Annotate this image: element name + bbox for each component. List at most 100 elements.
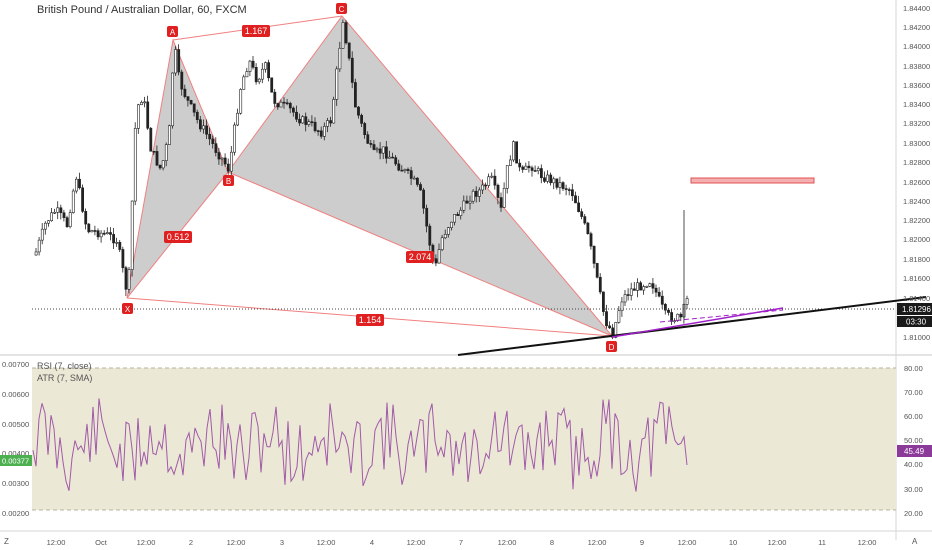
point-d-tag[interactable]: D: [606, 341, 617, 352]
candle-body: [146, 101, 150, 129]
ratio-tag-xa-b[interactable]: 0.512: [164, 231, 192, 243]
candle-body: [502, 187, 506, 208]
candle-body: [81, 187, 85, 212]
price-tick-label: 1.81600: [903, 274, 930, 283]
point-b-tag[interactable]: B: [223, 175, 234, 186]
candlestick-series: [34, 19, 689, 340]
svg-text:1.154: 1.154: [359, 315, 382, 325]
candle-body: [598, 276, 602, 293]
price-tick-label: 1.83600: [903, 81, 930, 90]
ratio-tag-ab-c[interactable]: 1.167: [242, 25, 270, 37]
time-tick-label: 9: [640, 538, 644, 547]
candle-body: [564, 188, 568, 190]
atr-tick-label: 0.00200: [2, 509, 29, 518]
candle-body: [326, 120, 329, 127]
candle-body: [338, 47, 342, 70]
candle-body: [208, 133, 212, 140]
candle-body: [453, 214, 457, 223]
corner-left-label[interactable]: Z: [4, 537, 9, 546]
price-tick-label: 1.82600: [903, 178, 930, 187]
candle-body: [245, 71, 249, 78]
candle-body: [50, 212, 54, 221]
time-tick-label: 4: [370, 538, 374, 547]
candle-body: [372, 144, 376, 150]
ratio-tag-bc-d[interactable]: 2.074: [406, 251, 434, 263]
candle-body: [233, 124, 236, 153]
candle-body: [189, 100, 193, 105]
price-tick-label: 1.82000: [903, 235, 930, 244]
svg-text:2.074: 2.074: [409, 252, 432, 262]
candle-body: [617, 310, 621, 323]
candle-body: [601, 291, 605, 312]
rsi-tick-label: 70.00: [904, 388, 923, 397]
price-axis[interactable]: 1.84400 1.84200 1.84000 1.83800 1.83600 1.834…: [903, 4, 930, 342]
candle-body: [496, 184, 500, 198]
candle-body: [140, 102, 143, 106]
candle-body: [158, 164, 162, 169]
rsi-value-tag: 45.49: [897, 445, 932, 457]
price-tick-label: 1.84000: [903, 42, 930, 51]
candle-body: [499, 197, 503, 208]
candle-body: [112, 234, 116, 244]
ratio-tag-xa-d[interactable]: 1.154: [356, 314, 384, 326]
candle-body: [71, 190, 75, 213]
atr-axis[interactable]: 0.00700 0.00600 0.00500 0.00400 0.00300 0.002…: [2, 360, 29, 518]
candle-body: [40, 228, 44, 241]
candle-body: [558, 182, 562, 188]
rsi-axis[interactable]: 80.00 70.00 60.00 50.00 40.00 30.00 20.00: [904, 364, 923, 518]
candle-body: [484, 184, 488, 187]
candle-body: [102, 232, 106, 235]
chart-title: British Pound / Australian Dollar, 60, F…: [37, 4, 247, 16]
point-a-tag[interactable]: A: [167, 26, 178, 37]
rsi-tick-label: 20.00: [904, 509, 923, 518]
candle-body: [394, 157, 398, 165]
current-price-tag: 1.81296 03:30: [897, 303, 932, 327]
candle-body: [462, 200, 466, 211]
trendline[interactable]: [457, 296, 927, 356]
candle-body: [471, 190, 475, 202]
candle-body: [465, 200, 469, 204]
candle-body: [645, 286, 649, 288]
time-tick-label: 3: [280, 538, 284, 547]
candle-body: [626, 294, 630, 296]
price-tick-label: 1.82200: [903, 216, 930, 225]
rsi-tick-label: 30.00: [904, 485, 923, 494]
candle-body: [533, 170, 537, 172]
candle-body: [87, 223, 91, 233]
time-tick-label: 12:00: [768, 538, 787, 547]
candle-body: [456, 214, 460, 216]
svg-text:45.49: 45.49: [904, 447, 925, 456]
candle-body: [679, 313, 683, 318]
purple-dashed-line[interactable]: [659, 309, 784, 323]
resistance-zone[interactable]: [690, 177, 815, 184]
candle-body: [291, 107, 295, 113]
candle-body: [257, 78, 261, 83]
atr-indicator-label[interactable]: ATR (7, SMA): [37, 373, 93, 383]
rsi-line: [32, 398, 688, 492]
candle-body: [282, 101, 286, 104]
candle-body: [34, 251, 38, 256]
candle-body: [434, 258, 438, 264]
rsi-tick-label: 50.00: [904, 436, 923, 445]
candle-body: [508, 159, 512, 166]
candle-body: [592, 245, 596, 264]
time-tick-label: 12:00: [47, 538, 66, 547]
point-c-tag[interactable]: C: [336, 3, 347, 14]
purple-trendline[interactable]: [611, 307, 784, 338]
candle-body: [419, 184, 422, 191]
candle-body: [422, 189, 426, 209]
candle-body: [378, 148, 382, 154]
time-tick-label: 12:00: [407, 538, 426, 547]
candle-body: [443, 234, 447, 239]
corner-right-label[interactable]: A: [912, 537, 918, 546]
rsi-indicator-label[interactable]: RSI (7, close): [37, 361, 92, 371]
candle-body: [474, 190, 478, 197]
time-tick-label: 12:00: [588, 538, 607, 547]
candle-body: [629, 288, 633, 296]
candle-body: [313, 121, 317, 132]
point-x-tag[interactable]: X: [122, 303, 133, 314]
candle-body: [608, 325, 612, 329]
time-axis[interactable]: 12:00 Oct 12:00 2 12:00 3 12:00 4 12:00 7 12:00 8 12…: [47, 538, 877, 547]
